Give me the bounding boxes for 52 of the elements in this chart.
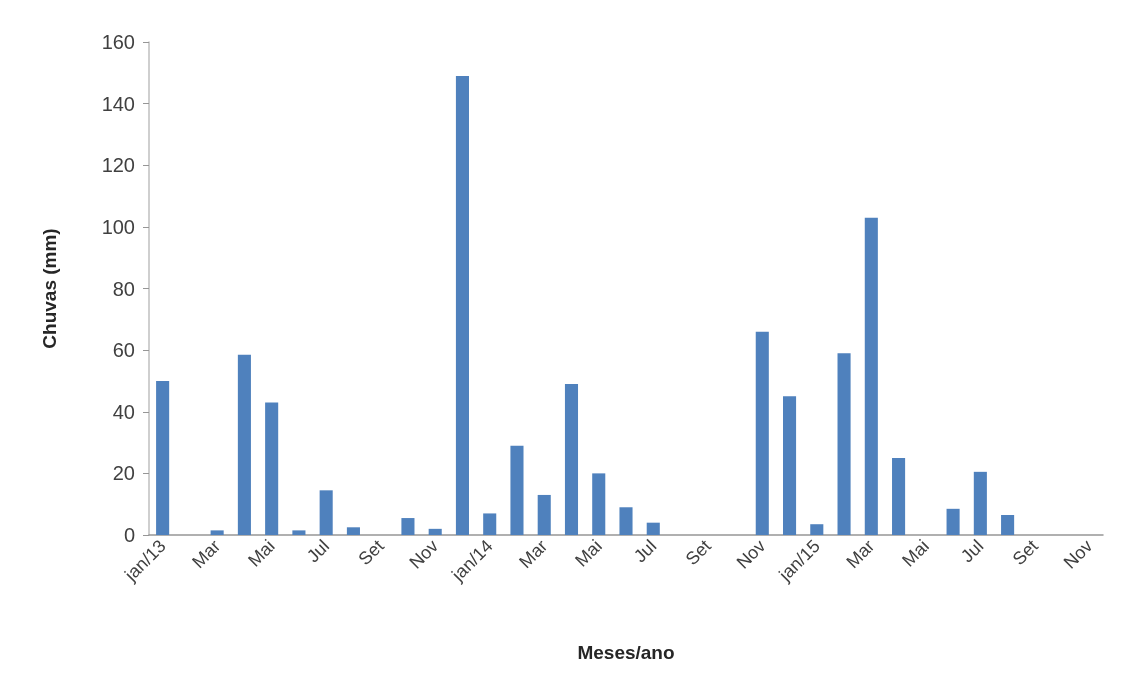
x-tick-label: Nov <box>732 535 770 573</box>
bar <box>265 402 279 535</box>
bar <box>755 331 769 535</box>
bar <box>837 353 851 535</box>
bar <box>946 508 960 535</box>
x-tick-label: Mar <box>515 535 552 572</box>
x-tick-label: Set <box>681 535 715 570</box>
x-tick-label: Mar <box>188 535 225 572</box>
bar <box>510 445 524 535</box>
x-tick-label: Set <box>1008 535 1042 570</box>
bar <box>619 507 633 535</box>
y-tick-label: 20 <box>112 462 135 485</box>
x-tick-label: Mai <box>571 535 606 571</box>
bar <box>646 522 660 535</box>
x-axis-title: Meses/ano <box>577 642 675 663</box>
y-tick-label: 160 <box>101 31 135 53</box>
y-axis-title: Chuvas (mm) <box>39 228 60 349</box>
y-tick-label: 80 <box>112 277 135 300</box>
bar <box>401 518 415 535</box>
bar <box>592 473 606 535</box>
bar <box>319 490 333 535</box>
x-tick-label: Mar <box>842 535 879 572</box>
bar <box>428 528 442 535</box>
x-tick-label: Nov <box>405 535 443 573</box>
x-tick-label: Jul <box>957 535 988 567</box>
x-tick-label: Mai <box>898 535 933 571</box>
y-tick-label: 120 <box>101 154 135 177</box>
y-tick-label: 60 <box>112 339 135 362</box>
y-tick-label: 100 <box>101 215 135 238</box>
x-tick-label: Jul <box>629 535 661 567</box>
bar <box>346 527 360 535</box>
bar <box>892 457 906 535</box>
bar <box>156 380 170 535</box>
y-tick-label: 40 <box>112 400 135 423</box>
bar <box>537 494 551 535</box>
bar <box>210 530 224 535</box>
bar <box>810 524 824 535</box>
y-tick-label: 140 <box>101 92 135 115</box>
y-tick-label: 0 <box>123 524 135 546</box>
bar <box>455 75 469 535</box>
bar <box>783 396 797 535</box>
bar <box>292 530 306 535</box>
x-tick-label: Mai <box>244 535 279 571</box>
x-tick-label: Set <box>354 535 388 570</box>
bar <box>973 471 987 535</box>
bar <box>237 354 251 535</box>
bar <box>1001 514 1015 535</box>
bar <box>564 384 579 535</box>
x-tick-label: Nov <box>1059 535 1097 573</box>
bar <box>483 513 497 535</box>
bar <box>864 217 878 535</box>
x-tick-label: Jul <box>302 535 334 567</box>
